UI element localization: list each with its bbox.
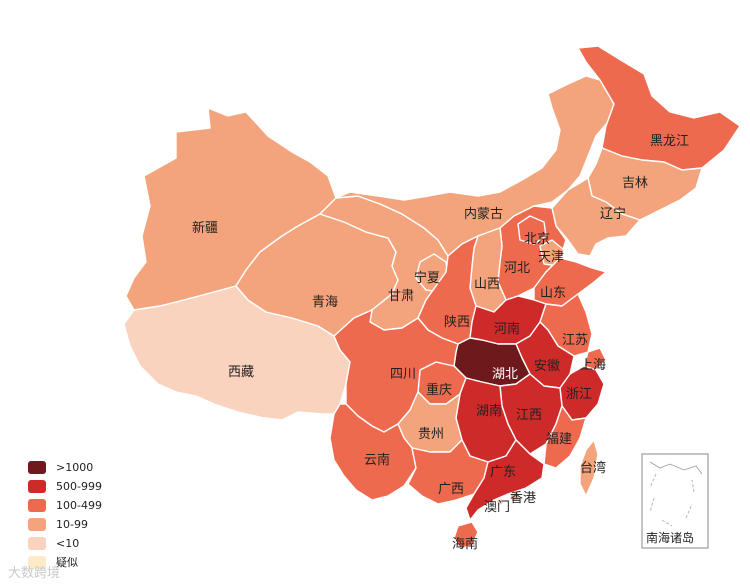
label-guangxi: 广西 [438, 482, 464, 497]
label-hunan: 湖南 [476, 403, 502, 419]
province-taiwan[interactable] [579, 439, 599, 497]
label-yunnan: 云南 [364, 452, 390, 468]
label-guizhou: 贵州 [418, 427, 444, 442]
south-china-sea-inset: 南海诸岛 [641, 453, 709, 549]
label-hainan: 海南 [452, 536, 478, 552]
label-hebei: 河北 [504, 261, 530, 276]
label-shanghai: 上海 [580, 358, 606, 373]
inset-label: 南海诸岛 [646, 530, 694, 545]
legend-swatch [28, 460, 46, 474]
label-guangdong: 广东 [490, 465, 516, 480]
label-qinghai: 青海 [312, 295, 338, 310]
province-shanghai[interactable] [583, 347, 607, 371]
province-hongkong[interactable] [509, 491, 521, 503]
province-hainan[interactable] [453, 521, 479, 549]
label-hongkong: 香港 [510, 491, 536, 506]
label-shandong: 山东 [540, 286, 566, 301]
legend-label: 100-499 [56, 498, 102, 512]
label-fujian: 福建 [546, 432, 572, 447]
legend-label: >1000 [56, 460, 94, 474]
legend-swatch [28, 479, 46, 493]
legend-label: 10-99 [56, 517, 88, 531]
legend-item: >1000 [28, 458, 102, 476]
label-shaanxi: 陕西 [444, 315, 470, 330]
label-beijing: 北京 [524, 232, 550, 247]
legend: >1000 500-999 100-499 10-99 <10 疑似 [28, 458, 102, 572]
legend-label: 疑似 [56, 556, 78, 569]
watermark: 大数跨境 [8, 566, 61, 581]
label-xinjiang: 新疆 [192, 220, 218, 236]
label-ningxia: 宁夏 [414, 270, 440, 286]
province-labels: 新疆 西藏 青海 甘肃 宁夏 内蒙古 黑龙江 吉林 辽宁 北京 天津 河北 山西… [192, 134, 689, 552]
label-macau: 澳门 [484, 499, 510, 515]
label-jiangsu: 江苏 [562, 332, 588, 348]
legend-item: <10 [28, 534, 102, 552]
label-shanxi: 山西 [474, 277, 500, 292]
label-sichuan: 四川 [390, 367, 416, 382]
legend-label: 500-999 [56, 479, 102, 493]
legend-swatch [28, 536, 46, 550]
legend-swatch [28, 555, 46, 569]
legend-label: <10 [56, 536, 80, 550]
legend-item: 10-99 [28, 515, 102, 533]
label-gansu: 甘肃 [388, 289, 414, 304]
legend-item: 500-999 [28, 477, 102, 495]
label-zhejiang: 浙江 [566, 387, 592, 402]
legend-item: 100-499 [28, 496, 102, 514]
label-neimenggu: 内蒙古 [464, 206, 503, 222]
province-fujian[interactable] [543, 405, 587, 469]
legend-swatch [28, 498, 46, 512]
legend-swatch [28, 517, 46, 531]
label-tianjin: 天津 [538, 250, 564, 265]
province-macau[interactable] [495, 497, 505, 507]
label-henan: 河南 [494, 321, 520, 337]
label-xizang: 西藏 [228, 365, 254, 380]
label-hubei: 湖北 [492, 367, 518, 382]
label-jilin: 吉林 [622, 176, 648, 191]
province-yunnan[interactable] [329, 403, 417, 501]
label-heilongjiang: 黑龙江 [650, 134, 689, 149]
label-chongqing: 重庆 [426, 382, 452, 398]
label-taiwan: 台湾 [580, 460, 606, 476]
province-guangdong[interactable] [465, 439, 545, 521]
legend-item: 疑似 [28, 553, 102, 571]
label-anhui: 安徽 [534, 359, 560, 374]
province-beijing[interactable] [517, 215, 547, 245]
label-jiangxi: 江西 [516, 408, 542, 423]
label-liaoning: 辽宁 [600, 206, 626, 222]
